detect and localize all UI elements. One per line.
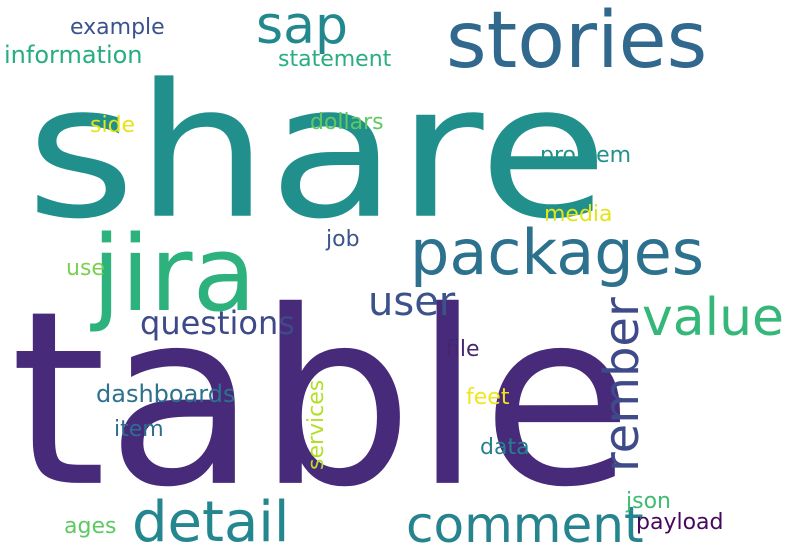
word-item: item bbox=[114, 417, 164, 442]
word-user: user bbox=[368, 279, 456, 325]
word-value: value bbox=[642, 288, 785, 348]
word-comment: comment bbox=[406, 496, 644, 554]
word-ages: ages bbox=[64, 514, 117, 539]
word-stories: stories bbox=[446, 0, 708, 86]
word-jira: jira bbox=[92, 213, 257, 335]
word-rember: rember bbox=[594, 297, 650, 472]
word-table: table bbox=[10, 260, 634, 541]
word-detail: detail bbox=[132, 490, 290, 555]
word-data: data bbox=[480, 435, 530, 460]
word-share: share bbox=[26, 44, 609, 260]
word-dashboards: dashboards bbox=[96, 380, 236, 408]
word-job: job bbox=[326, 227, 360, 252]
word-json: json bbox=[626, 489, 671, 514]
word-payload: payload bbox=[636, 510, 724, 535]
word-services: services bbox=[304, 379, 329, 470]
word-side: side bbox=[90, 113, 136, 138]
word-sap: sap bbox=[256, 0, 348, 56]
word-packages: packages bbox=[410, 216, 705, 289]
word-example: example bbox=[70, 15, 165, 40]
word-use: use bbox=[66, 256, 105, 281]
word-information: information bbox=[4, 41, 143, 69]
word-dollars: dollars bbox=[310, 110, 384, 135]
word-file: file bbox=[446, 337, 480, 362]
word-feet: feet bbox=[466, 385, 510, 410]
word-problem: problem bbox=[540, 143, 632, 168]
word-questions: questions bbox=[140, 304, 295, 342]
word-statement: statement bbox=[278, 47, 392, 72]
word-media: media bbox=[544, 202, 613, 227]
